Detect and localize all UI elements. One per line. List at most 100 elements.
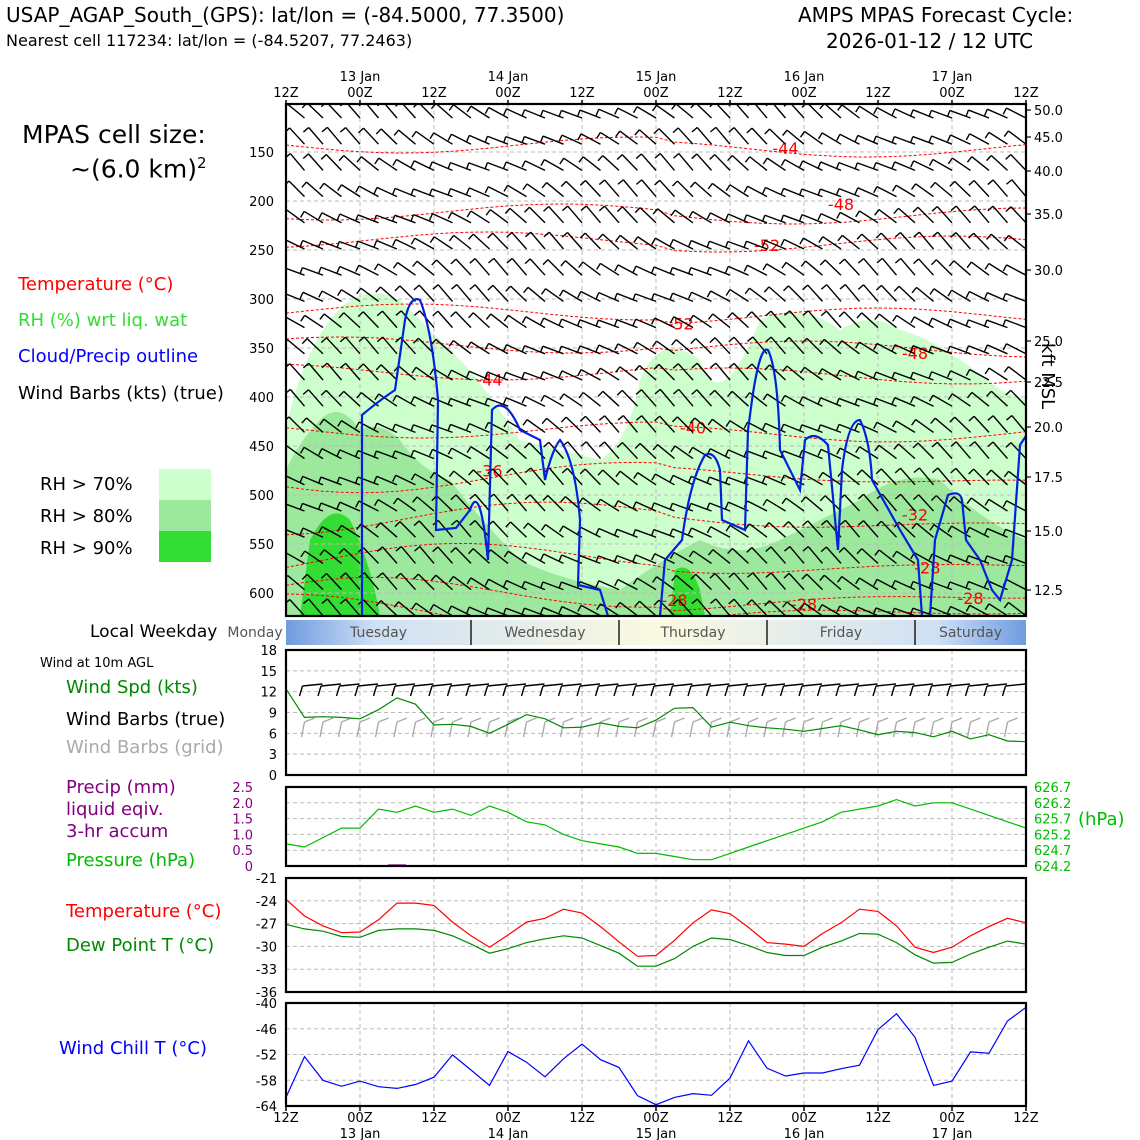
pressure-tick-label: 625.7 xyxy=(1034,813,1071,828)
grid-wind-barb xyxy=(744,721,750,738)
wind-barb-flag xyxy=(983,292,988,300)
wind-barb-staff xyxy=(636,577,657,591)
wind-barb-flag xyxy=(428,424,433,432)
wind-barb-flag xyxy=(506,493,513,500)
wind-barb-staff xyxy=(673,316,694,329)
wind-barb-flag xyxy=(950,205,957,212)
wind-barb-staff xyxy=(857,187,879,198)
wind-barb-staff xyxy=(604,441,620,460)
grid-wind-barb-flag xyxy=(637,717,648,723)
wind-barb-flag xyxy=(873,343,878,351)
wind-barb-staff xyxy=(677,363,694,381)
wind-barb-staff xyxy=(805,496,823,512)
wind-barb-staff xyxy=(692,210,712,224)
wind-barb-staff xyxy=(451,605,472,616)
wind-barb-staff xyxy=(287,574,305,591)
wind-barb-staff xyxy=(768,286,786,302)
wind-barb-staff xyxy=(1011,179,1026,198)
wind-barb-flag xyxy=(984,367,990,375)
wind-barb-flag xyxy=(746,363,753,370)
true-wind-barb xyxy=(894,683,915,687)
wind-barb-staff xyxy=(765,186,786,198)
wind-barb-flag xyxy=(319,313,325,320)
wind-barb-flag xyxy=(392,497,399,505)
wind-barb-staff xyxy=(765,422,786,434)
true-wind-barb xyxy=(857,683,878,687)
wind-barb-flag xyxy=(412,260,418,267)
wind-barb-staff xyxy=(321,526,342,538)
wind-barb-flag xyxy=(432,310,439,317)
wind-barb-flag xyxy=(391,450,396,458)
wind-barb-staff xyxy=(376,186,398,198)
wind-barb-flag xyxy=(650,502,655,510)
temperature-line xyxy=(285,898,1027,957)
wind-barb-flag xyxy=(448,234,455,242)
true-wind-barb xyxy=(820,683,841,687)
wind-barb-flag xyxy=(910,183,917,190)
wind-barb-flag xyxy=(891,161,896,169)
wind-barb-flag xyxy=(616,389,623,396)
wind-barb-staff xyxy=(641,415,657,433)
wind-barb-flag xyxy=(614,264,619,272)
wind-barb-staff xyxy=(470,577,490,591)
wind-barb-staff xyxy=(749,156,768,171)
wind-barb-staff xyxy=(488,578,509,591)
wind-barb-flag xyxy=(836,369,841,377)
wind-barb-flag xyxy=(818,236,824,243)
wind-barb-flag xyxy=(802,520,809,527)
wind-barb-staff xyxy=(841,104,860,119)
wind-barb-staff xyxy=(749,523,768,538)
wind-barb-flag xyxy=(891,608,895,616)
wind-barb-staff xyxy=(622,179,639,198)
wind-barb-staff xyxy=(789,310,805,329)
wind-barb-flag xyxy=(503,314,509,322)
wind-barb-flag xyxy=(765,336,772,343)
wind-barb-staff xyxy=(286,293,305,303)
wind-barb-flag xyxy=(669,503,674,511)
wind-barb-staff xyxy=(690,266,712,276)
wind-barb-staff xyxy=(433,132,453,145)
wind-barb-flag xyxy=(875,468,882,475)
wind-barb-flag xyxy=(336,241,340,249)
wind-barb-flag xyxy=(318,212,323,220)
wind-barb-staff xyxy=(548,441,565,460)
wind-barb-flag xyxy=(873,107,878,115)
height-tick-label: 12.5 xyxy=(1034,584,1063,599)
wind-barb-staff xyxy=(673,551,694,565)
wind-barb-flag xyxy=(930,259,937,266)
wind-barb-staff xyxy=(561,605,583,616)
wind-barb-flag xyxy=(654,179,661,186)
wind-barb-staff xyxy=(788,521,805,538)
wind-barb-flag xyxy=(913,467,920,474)
wind-barb-staff xyxy=(487,397,509,407)
wind-barb-staff xyxy=(696,127,713,145)
wind-barb-flag xyxy=(373,422,378,430)
wind-barb-staff xyxy=(579,319,601,329)
wind-barb-flag xyxy=(318,448,323,456)
wind-barb-flag xyxy=(413,284,420,291)
wind-barb-staff xyxy=(894,344,916,355)
wind-barb-staff xyxy=(617,343,638,355)
wind-barb-staff xyxy=(839,605,860,616)
wind-barb-staff xyxy=(437,284,454,302)
true-wind-barb-flag xyxy=(835,685,840,697)
wind-barb-staff xyxy=(820,188,842,198)
grid-wind-barb xyxy=(578,721,583,738)
wind-barb-staff xyxy=(617,264,638,276)
wind-barb-flag xyxy=(707,418,713,426)
wind-barb-staff xyxy=(801,449,823,460)
wind-barb-staff xyxy=(433,368,453,381)
wind-barb-staff xyxy=(876,107,897,119)
wind-barb-flag xyxy=(857,520,865,526)
wind-barb-staff xyxy=(863,520,879,538)
wind-barb-flag xyxy=(893,285,900,292)
wind-barb-staff xyxy=(472,469,490,486)
wind-barb-flag xyxy=(706,290,712,298)
wind-barb-staff xyxy=(931,345,953,355)
wind-barb-flag xyxy=(299,211,305,218)
bottom-time-tick-label: 12Z xyxy=(717,1111,743,1126)
legend-rh: RH (%) wrt liq. wat xyxy=(18,310,188,331)
temperature-contour-label: -28 xyxy=(957,589,983,608)
wind-barb-flag xyxy=(428,161,433,169)
wind-barb-flag xyxy=(539,607,544,615)
